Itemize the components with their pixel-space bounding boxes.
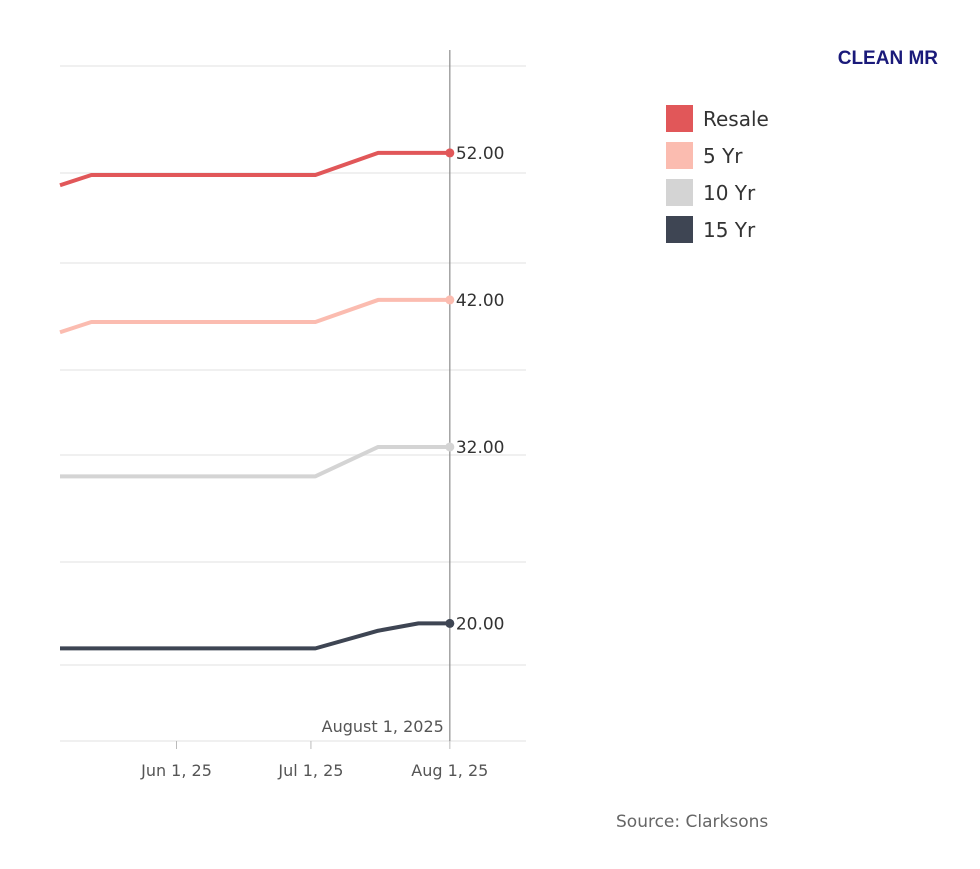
legend-item-5-yr: 5 Yr	[666, 137, 769, 174]
end-point-resale	[445, 148, 455, 158]
series-line-5-yr	[59, 297, 450, 335]
end-label-10-yr: 32.00	[456, 438, 505, 458]
legend-item-15-yr: 15 Yr	[666, 211, 769, 248]
end-point-15-yr	[445, 618, 455, 628]
x-axis: Jun 1, 25 Jul 1, 25 Aug 1, 25	[140, 741, 488, 780]
legend-swatch	[666, 142, 693, 169]
grid-lines	[60, 65, 526, 742]
series-line-10-yr	[60, 444, 450, 479]
legend-swatch	[666, 216, 693, 243]
legend-swatch	[666, 179, 693, 206]
source-note: Source: Clarksons	[616, 812, 769, 832]
end-point-5-yr	[445, 295, 455, 305]
reference-label: August 1, 2025	[322, 717, 444, 736]
end-point-10-yr	[445, 442, 455, 452]
end-label-15-yr: 20.00	[456, 614, 505, 634]
end-label-resale: 52.00	[456, 144, 505, 164]
x-tick-label: Jul 1, 25	[277, 761, 343, 780]
x-tick-label: Jun 1, 25	[140, 761, 212, 780]
legend-item-10-yr: 10 Yr	[666, 174, 769, 211]
legend-swatch	[666, 105, 693, 132]
series-line-15-yr	[60, 621, 450, 651]
legend-label: 10 Yr	[703, 180, 756, 205]
legend-label: 15 Yr	[703, 217, 756, 242]
x-tick-label: Aug 1, 25	[411, 761, 488, 780]
legend-label: 5 Yr	[703, 143, 743, 168]
legend-item-resale: Resale	[666, 100, 769, 137]
legend-label: Resale	[703, 106, 769, 131]
chart-title: CLEAN MR	[837, 48, 938, 69]
legend: Resale 5 Yr 10 Yr 15 Yr	[666, 100, 769, 248]
series-lines: 52.00 42.00 32.00 20.00	[59, 144, 505, 651]
end-label-5-yr: 42.00	[456, 291, 505, 311]
series-line-resale	[59, 150, 450, 188]
